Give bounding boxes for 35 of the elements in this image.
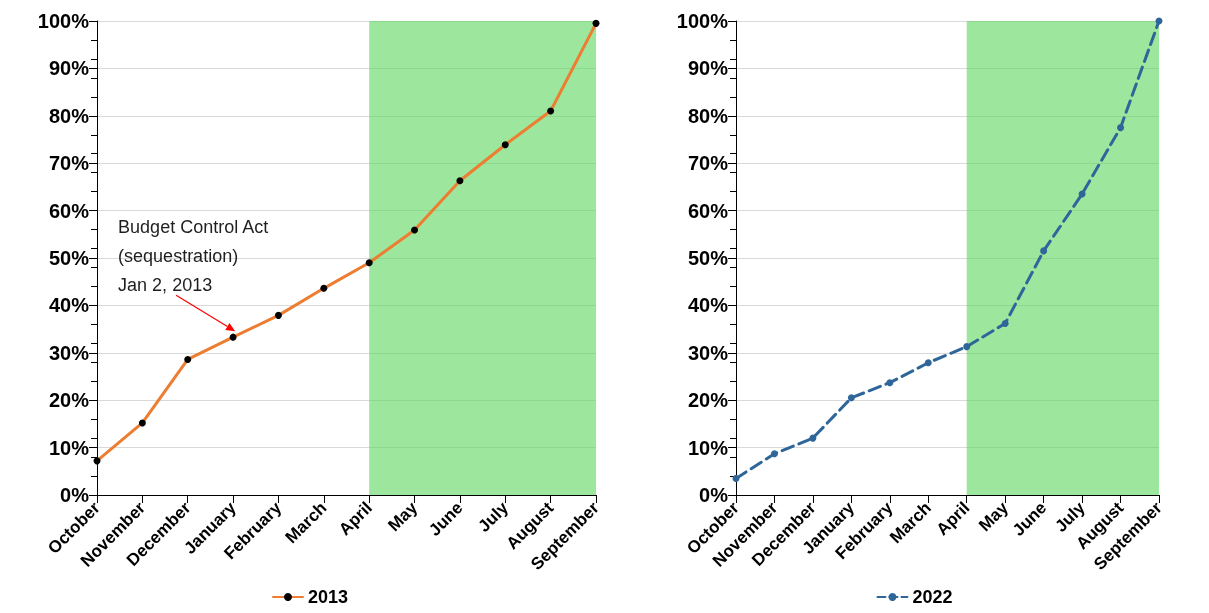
point [770, 450, 778, 458]
y-tick-label: 80% [687, 104, 729, 127]
legend-label: 2013 [307, 587, 349, 607]
y-tick-label: 80% [48, 104, 90, 127]
point [809, 434, 817, 442]
point [886, 379, 894, 387]
y-tick-label: 30% [48, 341, 90, 364]
y-tick-label: 30% [687, 341, 729, 364]
point [732, 474, 740, 482]
y-tick-label: 90% [48, 57, 90, 80]
point [963, 343, 971, 351]
y-tick-label: 50% [48, 247, 90, 269]
y-tick-label: 40% [48, 294, 90, 317]
y-tick-label: 0% [60, 484, 90, 506]
point [1001, 319, 1009, 327]
point [1117, 124, 1125, 132]
annotation: Budget Control Act (sequestration) Jan 2, 2013 [118, 216, 269, 295]
point [924, 359, 932, 367]
point [1040, 247, 1048, 255]
y-tick-label: 100% [37, 10, 90, 32]
y-tick-label: 50% [687, 247, 729, 269]
point [847, 394, 855, 402]
y-tick-label: 100% [676, 10, 729, 32]
legend-label: 2022 [912, 587, 953, 607]
y-tick-label: 10% [687, 436, 729, 459]
y-tick-label: 60% [687, 199, 729, 222]
y-tick-label: 40% [687, 294, 729, 317]
y-tick-label: 60% [48, 199, 90, 222]
y-tick-label: 70% [48, 152, 90, 175]
y-tick-label: 0% [699, 484, 729, 506]
y-tick-label: 70% [687, 152, 729, 175]
y-tick-label: 20% [48, 389, 90, 412]
y-tick-label: 10% [48, 436, 90, 459]
y-tick-label: 20% [687, 389, 729, 412]
y-tick-label: 90% [687, 57, 729, 80]
